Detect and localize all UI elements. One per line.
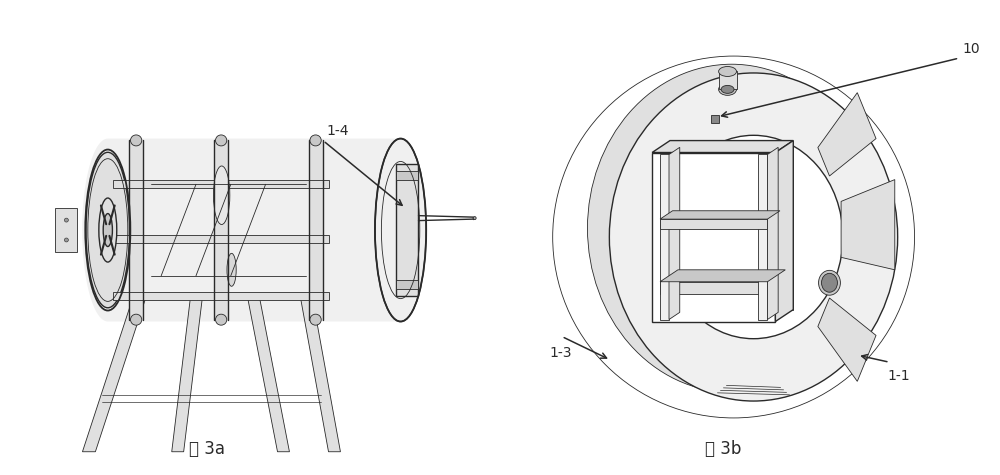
Ellipse shape (103, 214, 112, 247)
Polygon shape (660, 211, 780, 219)
Ellipse shape (719, 84, 737, 95)
Ellipse shape (473, 217, 476, 219)
Polygon shape (660, 270, 785, 282)
Ellipse shape (310, 314, 321, 325)
Polygon shape (719, 71, 737, 89)
Polygon shape (670, 141, 793, 310)
Polygon shape (818, 298, 876, 381)
Polygon shape (660, 219, 767, 229)
Polygon shape (660, 282, 767, 294)
Ellipse shape (719, 66, 737, 76)
Polygon shape (113, 180, 329, 188)
Ellipse shape (216, 314, 227, 325)
Polygon shape (818, 93, 876, 176)
Text: 图 3b: 图 3b (705, 440, 742, 458)
Text: 1-4: 1-4 (326, 124, 349, 138)
Polygon shape (660, 154, 669, 320)
Ellipse shape (131, 314, 142, 325)
Ellipse shape (553, 56, 915, 418)
Polygon shape (711, 115, 719, 123)
Polygon shape (652, 141, 793, 152)
Polygon shape (55, 208, 77, 252)
Polygon shape (652, 152, 775, 322)
Ellipse shape (819, 270, 840, 295)
Text: 1-3: 1-3 (550, 346, 572, 361)
Ellipse shape (99, 198, 117, 262)
Polygon shape (396, 171, 418, 180)
Polygon shape (82, 139, 426, 322)
Ellipse shape (609, 73, 898, 401)
Ellipse shape (375, 139, 426, 322)
Polygon shape (129, 140, 143, 321)
Text: 1-1: 1-1 (888, 369, 910, 383)
Ellipse shape (664, 135, 843, 339)
Polygon shape (309, 140, 323, 321)
Text: 图 3a: 图 3a (189, 440, 225, 458)
Polygon shape (396, 280, 418, 289)
Ellipse shape (721, 86, 734, 94)
Ellipse shape (64, 238, 68, 242)
Text: 10: 10 (962, 42, 980, 56)
Polygon shape (767, 147, 778, 320)
Ellipse shape (131, 135, 142, 146)
Ellipse shape (310, 135, 321, 146)
Polygon shape (396, 164, 418, 296)
Polygon shape (214, 140, 228, 321)
Polygon shape (172, 296, 203, 452)
Polygon shape (300, 296, 340, 452)
Polygon shape (775, 141, 793, 322)
Ellipse shape (216, 135, 227, 146)
Polygon shape (841, 180, 895, 270)
Polygon shape (247, 296, 289, 452)
Polygon shape (758, 154, 767, 320)
Ellipse shape (822, 273, 837, 292)
Polygon shape (669, 147, 680, 320)
Ellipse shape (86, 152, 130, 308)
Polygon shape (82, 296, 146, 452)
Ellipse shape (587, 64, 876, 392)
Ellipse shape (227, 253, 236, 286)
Ellipse shape (213, 166, 230, 225)
Ellipse shape (64, 218, 68, 222)
Polygon shape (113, 235, 329, 243)
Polygon shape (113, 292, 329, 300)
